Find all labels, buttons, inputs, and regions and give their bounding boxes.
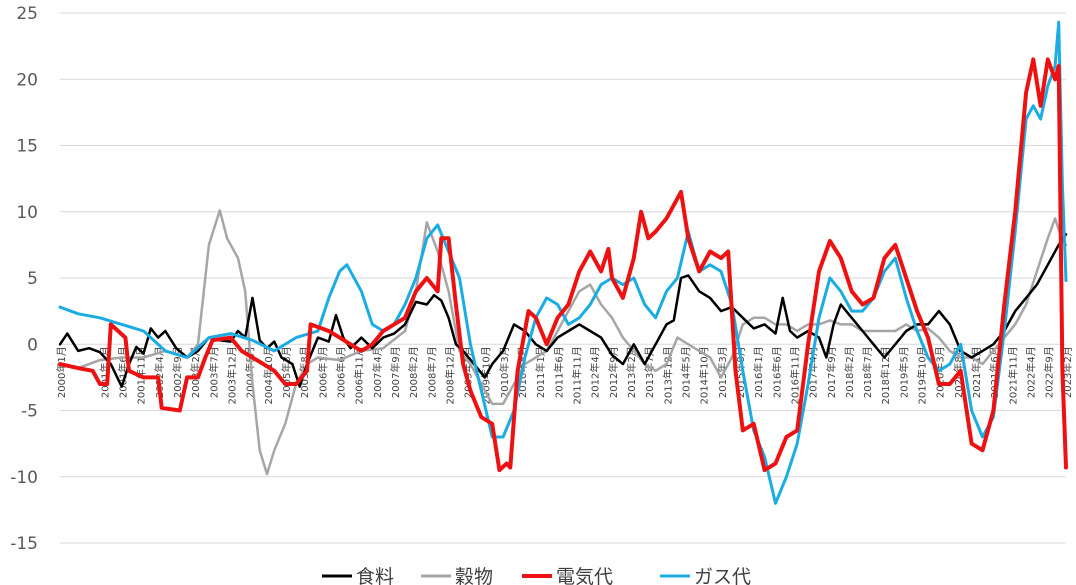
- y-tick-label: 20: [16, 70, 38, 90]
- legend-item-gas: ガス代: [660, 566, 751, 585]
- x-tick-label: 2007年4月: [371, 346, 384, 398]
- x-tick-label: 2012年9月: [607, 346, 620, 398]
- x-tick-label: 2018年7月: [861, 346, 874, 398]
- y-tick-label: 5: [27, 269, 38, 289]
- x-tick-label: 2022年4月: [1024, 346, 1037, 398]
- x-tick-label: 2008年7月: [425, 346, 438, 398]
- legend-label-food: 食料: [356, 566, 394, 585]
- legend-item-grain: 穀物: [421, 566, 493, 585]
- x-tick-label: 2016年1月: [752, 346, 765, 398]
- x-tick-label: 2016年11月: [788, 346, 801, 404]
- x-tick-label: 2008年12月: [443, 346, 456, 404]
- series-food-line: [58, 233, 1068, 388]
- x-tick-label: 2019年10月: [916, 346, 929, 404]
- x-tick-label: 2000年1月: [55, 346, 68, 398]
- x-tick-label: 2002年4月: [153, 346, 166, 398]
- x-tick-label: 2017年4月: [807, 346, 820, 398]
- x-tick-label: 2011年6月: [552, 346, 565, 398]
- x-tick-label: 2003年12月: [226, 346, 239, 404]
- legend-label-gas: ガス代: [694, 566, 751, 585]
- x-tick-label: 2006年6月: [334, 346, 347, 398]
- series-lines: [58, 20, 1068, 505]
- legend: 食料 穀物 電気代 ガス代: [322, 566, 751, 585]
- x-tick-label: 2019年5月: [897, 346, 910, 398]
- x-tick-label: 2006年11月: [353, 346, 366, 404]
- x-tick-label: 2021年11月: [1006, 346, 1019, 404]
- x-tick-label: 2016年6月: [770, 346, 783, 398]
- y-tick-label: 0: [27, 335, 38, 355]
- y-axis-tick-labels: -15 -10 -5 0 5 10 15 20 25: [10, 4, 38, 554]
- x-tick-label: 2011年1月: [534, 346, 547, 398]
- y-tick-label: -15: [10, 534, 38, 554]
- y-tick-label: 10: [16, 203, 38, 223]
- x-tick-label: 2004年10月: [262, 346, 275, 404]
- y-tick-label: 25: [16, 4, 38, 24]
- x-tick-label: 2002年9月: [171, 346, 184, 398]
- x-tick-label: 2022年9月: [1043, 346, 1056, 398]
- x-tick-label: 2010年3月: [498, 346, 511, 398]
- y-tick-label: -5: [21, 402, 38, 422]
- y-tick-label: -10: [10, 468, 38, 488]
- x-tick-label: 2012年4月: [589, 346, 602, 398]
- series-electricity-line: [58, 57, 1068, 473]
- legend-item-electricity: 電気代: [522, 566, 613, 585]
- series-gas-line: [58, 20, 1068, 505]
- x-tick-label: 2003年2月: [189, 346, 202, 398]
- legend-label-electricity: 電気代: [556, 566, 613, 585]
- gridlines: [60, 12, 1066, 544]
- x-tick-label: 2014年10月: [698, 346, 711, 404]
- x-tick-label: 2011年11月: [571, 346, 584, 404]
- x-tick-label: 2013年12月: [661, 346, 674, 404]
- legend-item-food: 食料: [322, 566, 394, 585]
- x-tick-label: 2015年3月: [716, 346, 729, 398]
- x-tick-label: 2014年5月: [679, 346, 692, 398]
- x-tick-label: 2018年12月: [879, 346, 892, 404]
- x-tick-label: 2013年2月: [625, 346, 638, 398]
- x-tick-label: 2018年2月: [843, 346, 856, 398]
- y-tick-label: 15: [16, 137, 38, 157]
- x-tick-label: 2007年9月: [389, 346, 402, 398]
- x-tick-label: 2017年9月: [825, 346, 838, 398]
- x-tick-label: 2008年2月: [407, 346, 420, 398]
- x-tick-label: 2005年3月: [280, 346, 293, 398]
- x-tick-label: 2006年1月: [316, 346, 329, 398]
- legend-label-grain: 穀物: [455, 566, 493, 585]
- x-tick-label: 2003年7月: [207, 346, 220, 398]
